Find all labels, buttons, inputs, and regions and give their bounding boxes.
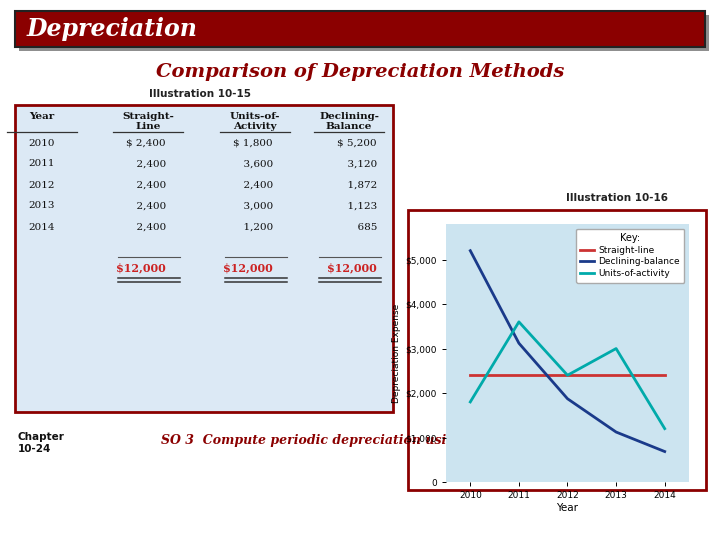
Text: 3,000: 3,000 [237, 201, 273, 211]
Text: 2012: 2012 [29, 180, 55, 190]
Text: 3,600: 3,600 [237, 159, 273, 168]
Text: Chapter
10-24: Chapter 10-24 [18, 432, 65, 454]
Text: Year: Year [30, 112, 55, 121]
FancyBboxPatch shape [15, 105, 393, 412]
Text: $ 1,800: $ 1,800 [233, 138, 273, 147]
Text: 2,400: 2,400 [130, 222, 166, 232]
X-axis label: Year: Year [557, 503, 578, 513]
Text: 1,123: 1,123 [341, 201, 377, 211]
Text: 2011: 2011 [29, 159, 55, 168]
Legend: Straight-line, Declining-balance, Units-of-activity: Straight-line, Declining-balance, Units-… [576, 228, 685, 282]
Text: 3,120: 3,120 [341, 159, 377, 168]
Text: 2,400: 2,400 [130, 201, 166, 211]
Text: 2,400: 2,400 [130, 180, 166, 190]
FancyBboxPatch shape [408, 210, 706, 490]
Text: 2,400: 2,400 [130, 159, 166, 168]
Y-axis label: Depreciation Expense: Depreciation Expense [392, 303, 401, 403]
Text: 1,200: 1,200 [237, 222, 273, 232]
Text: 685: 685 [351, 222, 377, 232]
Text: Illustration 10-16: Illustration 10-16 [566, 193, 668, 203]
Text: 2013: 2013 [29, 201, 55, 211]
FancyBboxPatch shape [15, 11, 705, 47]
Text: Comparison of Depreciation Methods: Comparison of Depreciation Methods [156, 63, 564, 81]
Text: $ 5,200: $ 5,200 [338, 138, 377, 147]
Text: 2,400: 2,400 [237, 180, 273, 190]
Text: 2014: 2014 [29, 222, 55, 232]
Text: $ 2,400: $ 2,400 [127, 138, 166, 147]
Text: $12,000: $12,000 [328, 262, 377, 273]
Text: $12,000: $12,000 [116, 262, 166, 273]
Text: Depreciation: Depreciation [27, 17, 198, 41]
Text: Units-of-
Activity: Units-of- Activity [230, 112, 280, 131]
Text: Declining-
Balance: Declining- Balance [319, 112, 379, 131]
Text: 2010: 2010 [29, 138, 55, 147]
FancyBboxPatch shape [19, 15, 709, 51]
Text: $12,000: $12,000 [223, 262, 273, 273]
Text: SO 3  Compute periodic depreciation using different methods.: SO 3 Compute periodic depreciation using… [161, 434, 599, 447]
Text: Illustration 10-15: Illustration 10-15 [149, 89, 251, 99]
Text: 1,872: 1,872 [341, 180, 377, 190]
Text: Straight-
Line: Straight- Line [122, 112, 174, 131]
